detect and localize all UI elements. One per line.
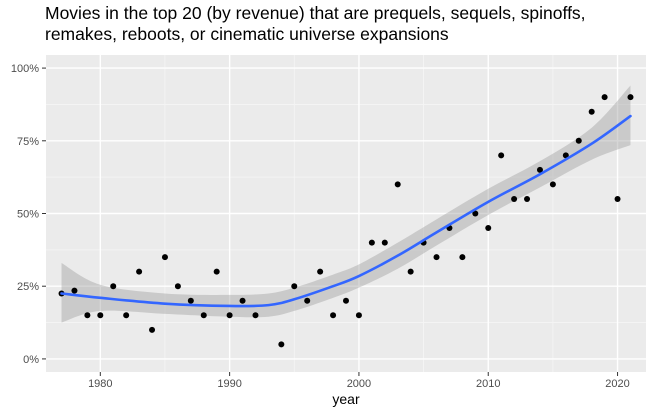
data-point bbox=[174, 283, 181, 290]
data-point bbox=[187, 297, 194, 304]
chart-title: Movies in the top 20 (by revenue) that a… bbox=[45, 3, 645, 45]
data-point bbox=[200, 312, 207, 319]
data-point bbox=[433, 254, 440, 261]
y-tick-label: 50% bbox=[17, 209, 39, 221]
data-point bbox=[588, 108, 595, 115]
x-axis-title: year bbox=[332, 391, 360, 407]
data-point bbox=[71, 287, 78, 294]
data-point bbox=[343, 297, 349, 304]
data-point bbox=[614, 195, 621, 202]
data-point bbox=[407, 268, 414, 275]
data-point bbox=[627, 94, 634, 101]
x-tick-label: 2020 bbox=[605, 378, 629, 390]
data-point bbox=[97, 312, 104, 319]
data-point bbox=[149, 326, 156, 333]
data-point bbox=[213, 268, 220, 275]
data-points bbox=[58, 94, 634, 348]
data-point bbox=[84, 312, 91, 319]
data-point bbox=[575, 137, 582, 144]
x-tick-label: 1980 bbox=[88, 378, 112, 390]
data-point bbox=[368, 239, 375, 246]
x-tick-label: 1990 bbox=[217, 378, 241, 390]
y-tick-label: 25% bbox=[17, 281, 39, 293]
data-point bbox=[381, 239, 388, 246]
data-point bbox=[278, 341, 285, 348]
data-point bbox=[601, 94, 608, 101]
x-tick-label: 2010 bbox=[476, 378, 500, 390]
data-point bbox=[123, 312, 130, 319]
data-point bbox=[511, 195, 518, 202]
data-point bbox=[394, 181, 401, 188]
data-point bbox=[239, 297, 246, 304]
smooth-trend-line bbox=[60, 114, 632, 308]
data-point bbox=[317, 268, 324, 275]
data-point bbox=[549, 181, 556, 188]
y-axis: 0% 25% 50% 75% 100% bbox=[11, 63, 46, 366]
data-point bbox=[291, 283, 298, 290]
data-point bbox=[485, 225, 492, 232]
data-point bbox=[459, 254, 466, 261]
x-tick-label: 2000 bbox=[347, 378, 371, 390]
data-point bbox=[252, 312, 259, 319]
data-point bbox=[472, 210, 479, 217]
data-point bbox=[226, 312, 233, 319]
data-point bbox=[355, 312, 362, 319]
data-point bbox=[562, 152, 569, 159]
x-axis: 1980 1990 2000 2010 2020 bbox=[88, 372, 630, 390]
chart-title-line-1: Movies in the top 20 (by revenue) that a… bbox=[45, 3, 586, 23]
y-tick-label: 75% bbox=[17, 136, 39, 148]
major-gridlines bbox=[46, 55, 646, 372]
data-point bbox=[536, 166, 543, 173]
data-point bbox=[136, 268, 143, 275]
data-point bbox=[524, 195, 531, 202]
data-point bbox=[161, 254, 168, 261]
data-point bbox=[110, 283, 117, 290]
y-tick-label: 0% bbox=[23, 354, 39, 366]
data-point bbox=[304, 297, 311, 304]
y-tick-label: 100% bbox=[11, 63, 39, 75]
chart-title-line-2: remakes, reboots, or cinematic universe … bbox=[45, 24, 449, 44]
data-point bbox=[330, 312, 337, 319]
data-point bbox=[498, 152, 505, 159]
